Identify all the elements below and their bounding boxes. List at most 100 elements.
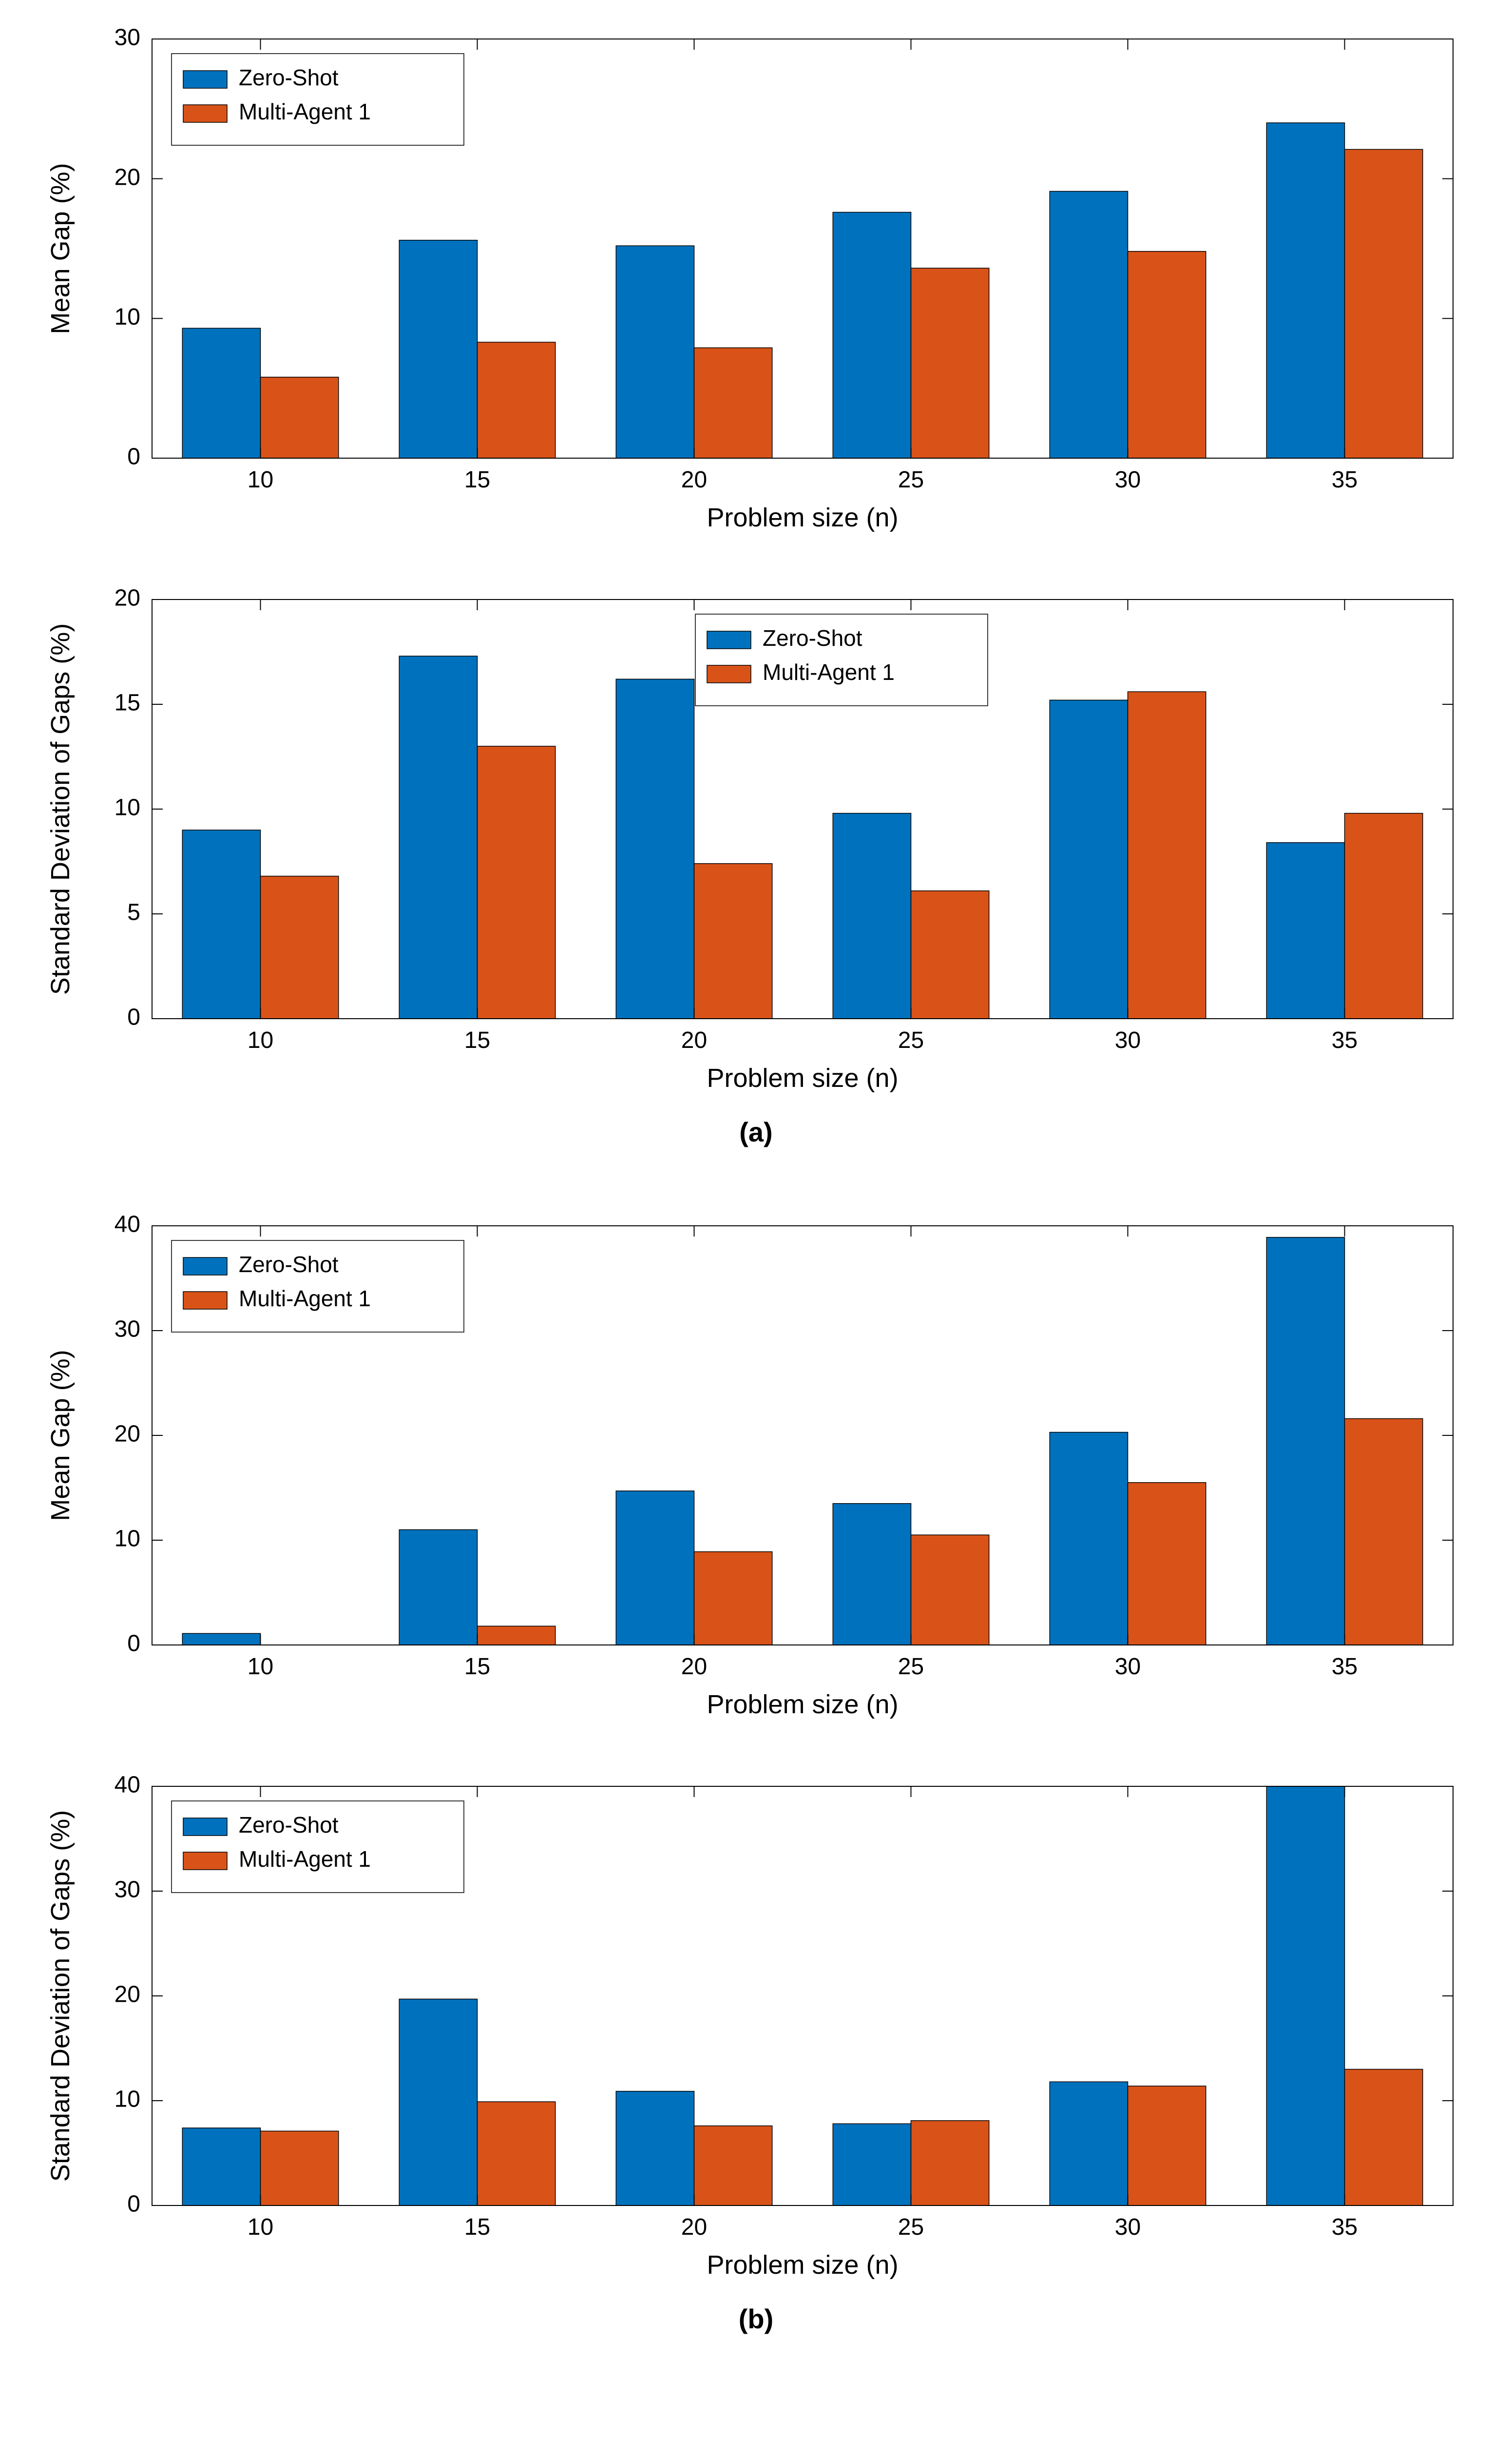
y-tick-label: 40 bbox=[114, 1212, 140, 1238]
bar bbox=[477, 746, 555, 1019]
bar bbox=[1128, 251, 1206, 458]
x-tick-label: 30 bbox=[1114, 2214, 1140, 2240]
legend-label: Multi-Agent 1 bbox=[239, 1286, 371, 1311]
x-tick-label: 30 bbox=[1114, 1654, 1140, 1680]
y-tick-label: 10 bbox=[114, 795, 140, 821]
bar bbox=[477, 1626, 555, 1645]
chart-svg-b-bottom: 010203040101520253035Problem size (n)Sta… bbox=[25, 1767, 1487, 2298]
y-tick-label: 10 bbox=[114, 2087, 140, 2112]
x-tick-label: 35 bbox=[1331, 1654, 1357, 1680]
y-tick-label: 30 bbox=[114, 25, 140, 51]
subplot-caption: (a) bbox=[19, 1116, 1493, 1148]
bar bbox=[477, 2102, 555, 2205]
x-tick-label: 35 bbox=[1331, 467, 1357, 493]
x-tick-label: 20 bbox=[681, 1027, 707, 1053]
bar bbox=[616, 1491, 694, 1645]
y-tick-label: 0 bbox=[127, 1005, 140, 1030]
bar bbox=[833, 813, 911, 1019]
bar bbox=[694, 1552, 772, 1645]
x-tick-label: 10 bbox=[247, 2214, 273, 2240]
bar bbox=[694, 864, 772, 1019]
x-axis-label: Problem size (n) bbox=[707, 2250, 898, 2280]
legend-label: Zero-Shot bbox=[239, 65, 339, 90]
y-tick-label: 10 bbox=[114, 1526, 140, 1552]
bar bbox=[694, 2126, 772, 2205]
bar bbox=[182, 830, 260, 1019]
bar bbox=[182, 328, 260, 458]
x-tick-label: 15 bbox=[464, 1654, 490, 1680]
x-axis-label: Problem size (n) bbox=[707, 1064, 898, 1093]
y-tick-label: 20 bbox=[114, 585, 140, 611]
x-tick-label: 10 bbox=[247, 467, 273, 493]
y-axis-label: Mean Gap (%) bbox=[46, 163, 75, 334]
bar bbox=[260, 876, 338, 1019]
bar bbox=[1128, 692, 1206, 1019]
bar bbox=[911, 891, 989, 1019]
x-tick-label: 35 bbox=[1331, 2214, 1357, 2240]
bar bbox=[1266, 843, 1344, 1019]
x-tick-label: 15 bbox=[464, 467, 490, 493]
bar bbox=[911, 1535, 989, 1645]
legend-label: Multi-Agent 1 bbox=[763, 659, 895, 685]
x-tick-label: 25 bbox=[898, 467, 923, 493]
subplot-caption: (b) bbox=[19, 2303, 1493, 2335]
bar bbox=[182, 1633, 260, 1645]
y-tick-label: 0 bbox=[127, 1631, 140, 1657]
legend: Zero-Shot Multi-Agent 1 bbox=[695, 614, 988, 706]
y-tick-label: 0 bbox=[127, 2191, 140, 2217]
bar bbox=[1344, 813, 1422, 1019]
bar bbox=[1266, 1767, 1344, 2205]
bar bbox=[399, 240, 477, 458]
chart-svg-a-bottom: 05101520101520253035Problem size (n)Stan… bbox=[25, 580, 1487, 1111]
bar bbox=[1050, 191, 1128, 458]
y-axis-label: Standard Deviation of Gaps (%) bbox=[46, 1810, 75, 2182]
bar bbox=[911, 268, 989, 458]
bar bbox=[260, 2131, 338, 2205]
bar bbox=[833, 212, 911, 458]
legend-label: Multi-Agent 1 bbox=[239, 1846, 371, 1872]
x-tick-label: 25 bbox=[898, 2214, 923, 2240]
legend-label: Multi-Agent 1 bbox=[239, 99, 371, 124]
legend-label: Zero-Shot bbox=[239, 1812, 339, 1837]
y-tick-label: 15 bbox=[114, 690, 140, 716]
bar bbox=[616, 246, 694, 458]
y-axis-label: Mean Gap (%) bbox=[46, 1350, 75, 1521]
bar bbox=[399, 656, 477, 1019]
bar bbox=[1266, 123, 1344, 458]
chart-panel-a-top: 0102030101520253035Problem size (n)Mean … bbox=[19, 19, 1493, 551]
y-tick-label: 5 bbox=[127, 900, 140, 926]
bar bbox=[833, 1504, 911, 1645]
bar bbox=[182, 2128, 260, 2205]
x-tick-label: 20 bbox=[681, 2214, 707, 2240]
legend: Zero-Shot Multi-Agent 1 bbox=[172, 1801, 464, 1893]
x-tick-label: 25 bbox=[898, 1027, 923, 1053]
bar bbox=[1050, 1432, 1128, 1645]
bar bbox=[1344, 2070, 1422, 2206]
legend: Zero-Shot Multi-Agent 1 bbox=[172, 54, 464, 145]
bar bbox=[911, 2121, 989, 2205]
chart-panel-a-bottom: 05101520101520253035Problem size (n)Stan… bbox=[19, 580, 1493, 1148]
bar bbox=[616, 679, 694, 1019]
y-tick-label: 30 bbox=[114, 1316, 140, 1342]
x-axis-label: Problem size (n) bbox=[707, 503, 898, 532]
chart-svg-a-top: 0102030101520253035Problem size (n)Mean … bbox=[25, 19, 1487, 551]
x-tick-label: 10 bbox=[247, 1654, 273, 1680]
legend: Zero-ShotMulti-Agent 1 bbox=[172, 1240, 464, 1332]
bar bbox=[399, 1530, 477, 1645]
bar bbox=[260, 377, 338, 458]
bar bbox=[1344, 149, 1422, 458]
x-tick-label: 35 bbox=[1331, 1027, 1357, 1053]
bar bbox=[1128, 1483, 1206, 1645]
x-tick-label: 15 bbox=[464, 2214, 490, 2240]
y-tick-label: 20 bbox=[114, 1421, 140, 1447]
bar bbox=[1050, 700, 1128, 1019]
legend-label: Zero-Shot bbox=[763, 625, 862, 651]
bar bbox=[1128, 2086, 1206, 2205]
y-tick-label: 20 bbox=[114, 1982, 140, 2008]
y-tick-label: 30 bbox=[114, 1877, 140, 1903]
y-tick-label: 10 bbox=[114, 304, 140, 330]
bar bbox=[833, 2124, 911, 2205]
bar bbox=[477, 342, 555, 458]
bar bbox=[616, 2091, 694, 2205]
x-axis-label: Problem size (n) bbox=[707, 1690, 898, 1719]
